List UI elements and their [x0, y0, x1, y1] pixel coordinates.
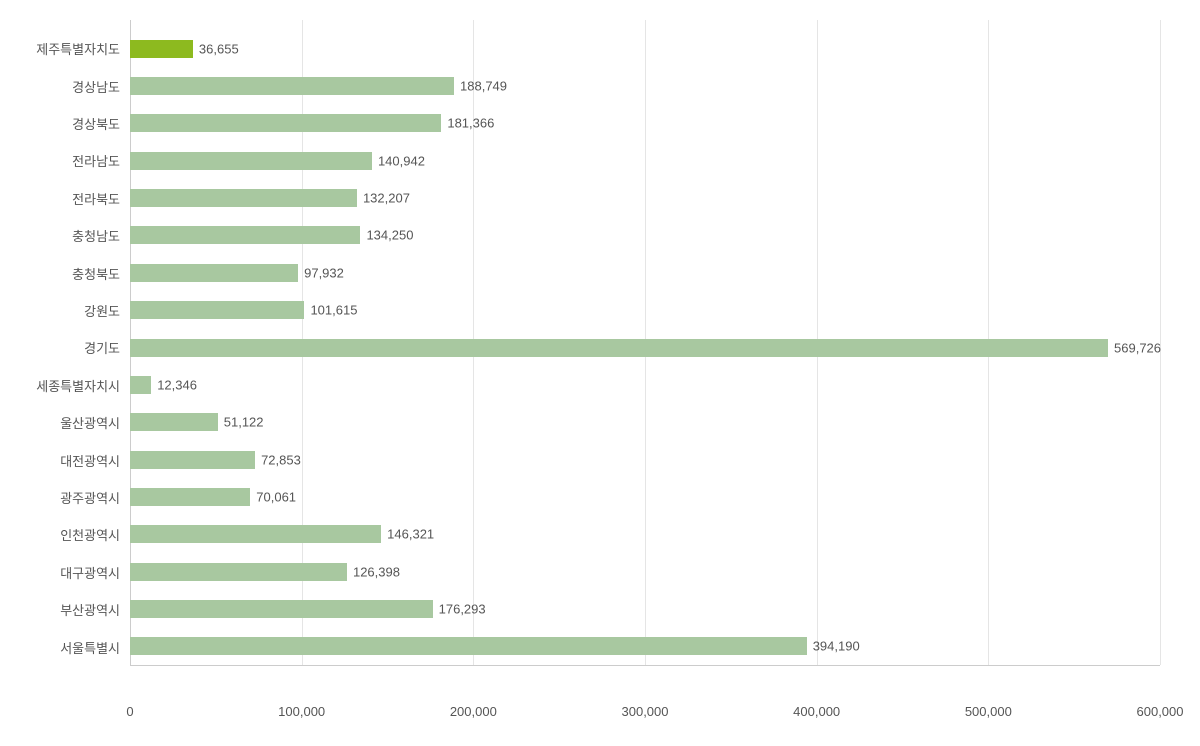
category-label: 제주특별자치도 [20, 30, 130, 67]
category-label: 세종특별자치시 [20, 367, 130, 404]
bar-value-label: 134,250 [366, 228, 413, 243]
category-label: 경상북도 [20, 105, 130, 142]
bar: 176,293 [130, 600, 433, 618]
bar-row: 188,749 [130, 67, 1160, 104]
bar-chart: 제주특별자치도경상남도경상북도전라남도전라북도충청남도충청북도강원도경기도세종특… [0, 0, 1200, 746]
bar-row: 97,932 [130, 254, 1160, 291]
bar-value-label: 132,207 [363, 191, 410, 206]
category-label: 충청남도 [20, 217, 130, 254]
bar-value-label: 101,615 [310, 303, 357, 318]
bar-row: 181,366 [130, 105, 1160, 142]
bar-value-label: 188,749 [460, 79, 507, 94]
bar-value-label: 394,190 [813, 639, 860, 654]
x-axis: 0100,000200,000300,000400,000500,000600,… [130, 696, 1160, 724]
bar-value-label: 181,366 [447, 116, 494, 131]
bar-row: 12,346 [130, 366, 1160, 403]
bar: 181,366 [130, 114, 441, 132]
bar-value-label: 176,293 [439, 602, 486, 617]
bar: 97,932 [130, 264, 298, 282]
bar-row: 140,942 [130, 142, 1160, 179]
bar-row: 51,122 [130, 404, 1160, 441]
bar-row: 101,615 [130, 292, 1160, 329]
bars-container: 36,655 188,749 181,366 140,942 132,207 134,25… [130, 20, 1160, 665]
bar-value-label: 146,321 [387, 527, 434, 542]
category-label: 울산광역시 [20, 404, 130, 441]
category-label: 대전광역시 [20, 441, 130, 478]
x-tick-label: 200,000 [450, 704, 497, 719]
category-label: 전라남도 [20, 142, 130, 179]
bar-value-label: 36,655 [199, 41, 239, 56]
bar-row: 394,190 [130, 628, 1160, 665]
bar-value-label: 140,942 [378, 153, 425, 168]
category-label: 경기도 [20, 329, 130, 366]
bar: 70,061 [130, 488, 250, 506]
category-label: 인천광역시 [20, 516, 130, 553]
bar-row: 569,726 [130, 329, 1160, 366]
chart-area: 제주특별자치도경상남도경상북도전라남도전라북도충청남도충청북도강원도경기도세종특… [20, 20, 1160, 696]
bar-value-label: 126,398 [353, 564, 400, 579]
x-tick-label: 100,000 [278, 704, 325, 719]
bar: 51,122 [130, 413, 218, 431]
bar: 12,346 [130, 376, 151, 394]
bar-row: 126,398 [130, 553, 1160, 590]
category-label: 전라북도 [20, 180, 130, 217]
category-label: 부산광역시 [20, 591, 130, 628]
category-label: 광주광역시 [20, 479, 130, 516]
bar: 72,853 [130, 451, 255, 469]
bar-row: 176,293 [130, 590, 1160, 627]
category-label: 서울특별시 [20, 629, 130, 666]
x-tick-label: 600,000 [1137, 704, 1184, 719]
bar-row: 36,655 [130, 30, 1160, 67]
category-label: 충청북도 [20, 254, 130, 291]
bar: 140,942 [130, 152, 372, 170]
bar-row: 134,250 [130, 217, 1160, 254]
x-tick-label: 400,000 [793, 704, 840, 719]
x-tick-label: 0 [126, 704, 133, 719]
bar-value-label: 70,061 [256, 489, 296, 504]
bar: 569,726 [130, 339, 1108, 357]
category-label: 경상남도 [20, 67, 130, 104]
bar-value-label: 12,346 [157, 377, 197, 392]
y-axis-labels: 제주특별자치도경상남도경상북도전라남도전라북도충청남도충청북도강원도경기도세종특… [20, 20, 130, 666]
x-tick-label: 300,000 [622, 704, 669, 719]
bar-row: 72,853 [130, 441, 1160, 478]
bar: 394,190 [130, 637, 807, 655]
plot-area: 36,655 188,749 181,366 140,942 132,207 134,25… [130, 20, 1160, 666]
bar-value-label: 51,122 [224, 415, 264, 430]
category-label: 강원도 [20, 292, 130, 329]
bar-row: 70,061 [130, 478, 1160, 515]
bar: 188,749 [130, 77, 454, 95]
x-tick-label: 500,000 [965, 704, 1012, 719]
bar-value-label: 569,726 [1114, 340, 1161, 355]
bar: 132,207 [130, 189, 357, 207]
bar-value-label: 97,932 [304, 265, 344, 280]
bar-row: 146,321 [130, 516, 1160, 553]
bar: 36,655 [130, 40, 193, 58]
category-label: 대구광역시 [20, 554, 130, 591]
bar: 101,615 [130, 301, 304, 319]
bar-value-label: 72,853 [261, 452, 301, 467]
bar: 126,398 [130, 563, 347, 581]
bar-row: 132,207 [130, 179, 1160, 216]
bar: 134,250 [130, 226, 360, 244]
bar: 146,321 [130, 525, 381, 543]
